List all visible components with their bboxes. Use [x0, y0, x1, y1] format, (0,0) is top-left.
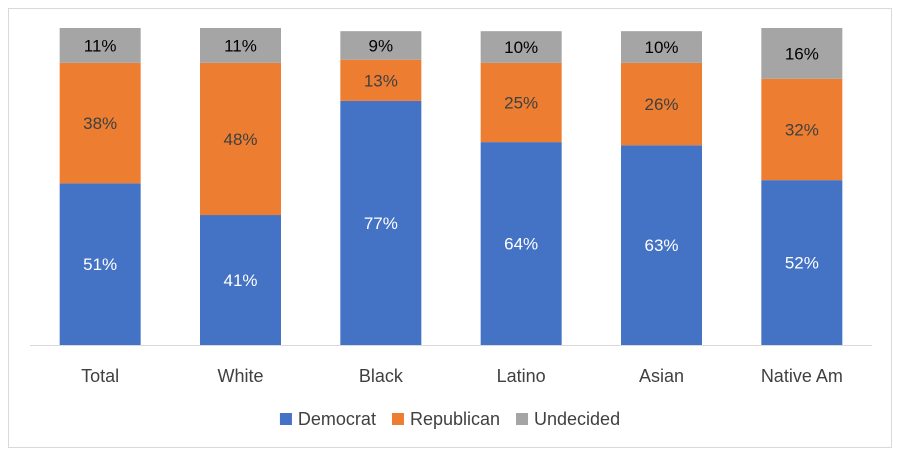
bar-republican-asian — [621, 62, 702, 146]
bar-democrat-asian — [621, 145, 702, 345]
data-label-republican-white: 48% — [223, 130, 257, 149]
data-label-undecided-white: 11% — [224, 36, 257, 55]
bar-undecided-native-am — [761, 28, 843, 79]
data-label-democrat-total: 51% — [83, 255, 117, 274]
bar-undecided-asian — [621, 31, 702, 63]
bar-republican-latino — [480, 62, 562, 143]
x-tick-label-black: Black — [359, 366, 404, 386]
chart-frame — [8, 8, 892, 448]
data-label-republican-latino: 25% — [504, 93, 538, 112]
bar-republican-native-am — [761, 78, 843, 181]
data-label-democrat-native-am: 52% — [785, 254, 819, 273]
data-label-republican-total: 38% — [83, 114, 117, 133]
bar-undecided-latino — [480, 31, 562, 63]
bar-undecided-black — [340, 31, 422, 60]
bar-democrat-black — [340, 100, 422, 345]
x-tick-label-total: Total — [81, 366, 119, 386]
legend-label-democrat: Democrat — [298, 409, 376, 429]
x-tick-labels: Total White Black Latino Asian Native Am — [81, 366, 843, 386]
x-tick-label-asian: Asian — [639, 366, 684, 386]
data-label-republican-black: 13% — [364, 71, 398, 90]
legend-swatch-democrat — [279, 413, 292, 425]
bar-democrat-total — [59, 183, 141, 345]
data-label-undecided-asian: 10% — [644, 38, 678, 57]
legend-label-undecided: Undecided — [534, 409, 620, 429]
bar-democrat-white — [200, 215, 281, 345]
bar-republican-white — [200, 62, 281, 216]
data-label-republican-asian: 26% — [644, 95, 678, 114]
data-label-republican-native-am: 32% — [785, 120, 819, 139]
legend-label-republican: Republican — [410, 409, 500, 429]
x-tick-label-white: White — [217, 366, 263, 386]
data-label-undecided-native-am: 16% — [785, 44, 819, 63]
data-label-democrat-asian: 63% — [644, 236, 678, 255]
legend-swatch-republican — [391, 413, 404, 425]
data-label-undecided-black: 9% — [369, 36, 394, 55]
data-label-undecided-latino: 10% — [504, 38, 538, 57]
bar-republican-black — [340, 59, 422, 101]
bar-republican-total — [59, 62, 141, 184]
data-label-democrat-black: 77% — [364, 214, 398, 233]
bar-democrat-latino — [480, 142, 562, 345]
bars-layer: 51% 38% 11% 41% 48% 11% 77% 13% 9% 64% 25% 10% 63% 26… — [59, 28, 843, 345]
data-label-undecided-total: 11% — [84, 36, 117, 55]
x-tick-label-latino: Latino — [497, 366, 546, 386]
data-label-democrat-white: 41% — [223, 271, 257, 290]
x-tick-label-native-am: Native Am — [761, 366, 843, 386]
legend-swatch-undecided — [516, 413, 529, 425]
bar-democrat-native-am — [761, 180, 843, 345]
data-label-democrat-latino: 64% — [504, 235, 538, 254]
legend: Democrat Republican Undecided — [279, 409, 620, 429]
bar-undecided-total — [59, 28, 141, 63]
bar-undecided-white — [200, 28, 281, 63]
